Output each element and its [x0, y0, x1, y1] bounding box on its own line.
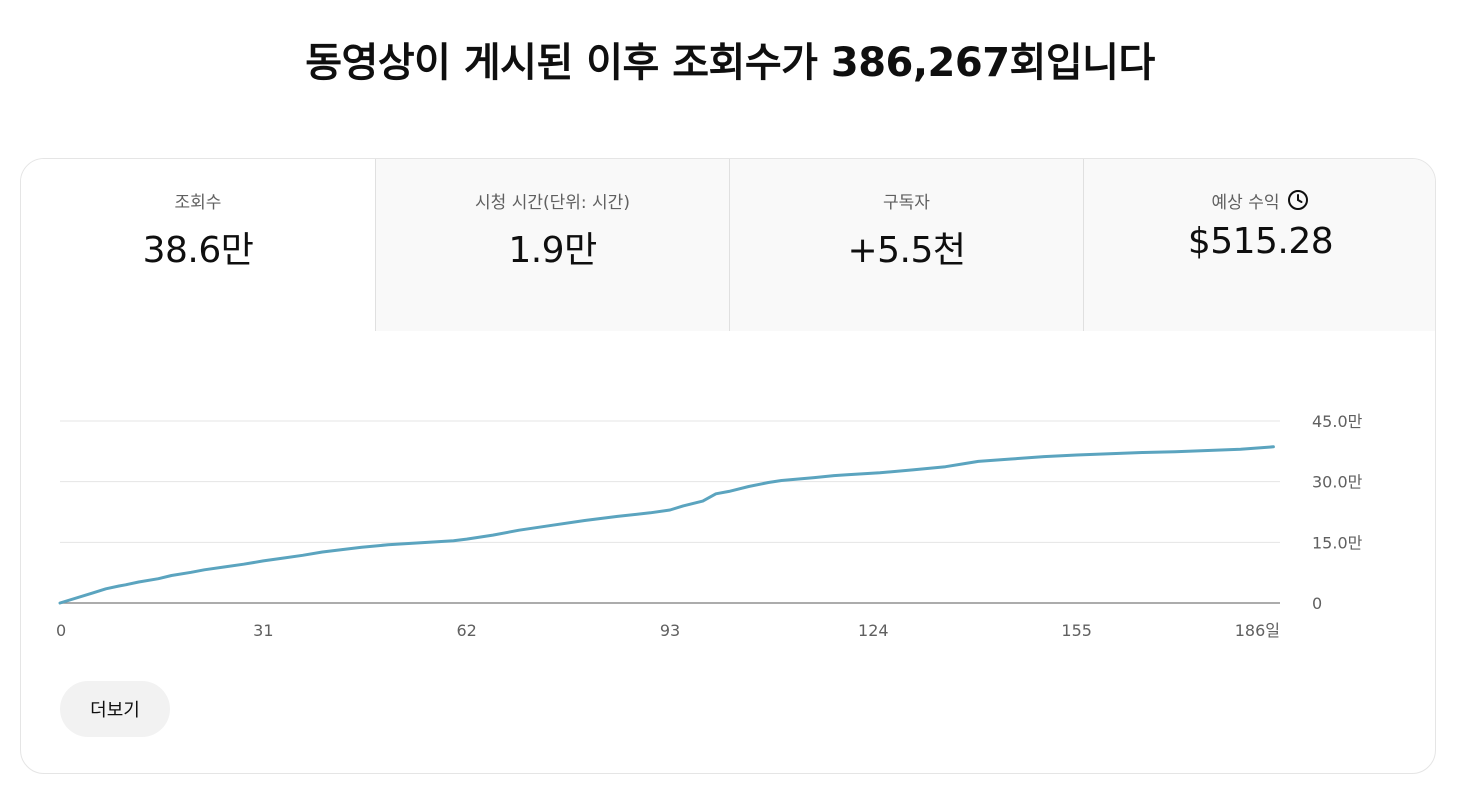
tab-watch-time-label: 시청 시간(단위: 시간) [475, 192, 630, 213]
x-tick-label: 155 [1061, 621, 1092, 640]
x-tick-label: 93 [660, 621, 680, 640]
views-data-point [282, 557, 284, 559]
views-data-point [1043, 455, 1045, 458]
page-title-suffix: 회입니다 [1009, 40, 1156, 86]
page-title-prefix: 동영상이 게시된 이후 조회수가 [305, 40, 831, 86]
views-data-point [91, 592, 94, 594]
views-data-point [944, 465, 947, 468]
views-data-point [813, 476, 816, 479]
tab-views[interactable]: 조회수 38.6만 [21, 159, 375, 331]
views-data-point [964, 462, 966, 465]
views-data-point [1272, 445, 1275, 448]
views-series-line [58, 445, 1275, 605]
y-tick-label: 30.0만 [1312, 473, 1363, 492]
views-data-point [669, 509, 671, 511]
views-chart-svg: 0 15.0만 30.0만 45.0만 0 31 62 93 124 155 186일 [56, 412, 1363, 640]
x-tick-label: 0 [56, 621, 66, 640]
x-tick-label: 186일 [1235, 621, 1280, 640]
tab-watch-time-value: 1.9만 [508, 230, 597, 271]
views-data-point [747, 485, 750, 488]
y-tick-label: 15.0만 [1312, 533, 1363, 552]
page-title: 동영상이 게시된 이후 조회수가 386,267회입니다 [0, 30, 1460, 88]
metrics-card: 조회수 38.6만 시청 시간(단위: 시간) 1.9만 구독자 +5.5천 예… [20, 158, 1436, 774]
views-data-point [321, 551, 324, 553]
views-data-point [583, 519, 586, 522]
clock-icon [1287, 189, 1309, 211]
tab-subscribers[interactable]: 구독자 +5.5천 [729, 159, 1083, 331]
views-data-point [1239, 448, 1242, 451]
views-data-point [170, 574, 173, 577]
views-data-point [341, 548, 343, 551]
views-data-point [846, 473, 848, 476]
views-data-point [105, 588, 107, 590]
tab-views-label: 조회수 [174, 192, 222, 213]
views-data-point [780, 479, 783, 482]
metric-tabs: 조회수 38.6만 시청 시간(단위: 시간) 1.9만 구독자 +5.5천 예… [21, 159, 1435, 331]
views-data-point [492, 534, 494, 536]
views-data-point [242, 563, 245, 565]
y-tick-label: 45.0만 [1312, 412, 1363, 431]
views-data-point [728, 490, 730, 493]
tab-subscribers-value: +5.5천 [847, 230, 966, 271]
views-data-point [879, 471, 881, 474]
x-tick-label: 31 [253, 621, 273, 640]
tab-estimated-revenue-label: 예상 수익 [1211, 192, 1280, 213]
views-data-point [911, 469, 914, 471]
views-data-point [118, 585, 120, 587]
views-data-point [649, 512, 652, 514]
views-data-point [59, 602, 61, 604]
tab-subscribers-label: 구독자 [883, 192, 930, 213]
tab-estimated-revenue[interactable]: 예상 수익 $515.28 [1083, 159, 1435, 331]
tab-estimated-revenue-value: $515.28 [1187, 221, 1334, 262]
views-data-point [419, 541, 422, 544]
views-data-point [518, 529, 520, 531]
y-tick-label: 0 [1312, 594, 1322, 613]
views-data-point [682, 505, 684, 507]
views-data-point [124, 584, 127, 586]
more-button[interactable]: 더보기 [60, 681, 170, 737]
views-data-point [1075, 454, 1078, 456]
tab-watch-time[interactable]: 시청 시간(단위: 시간) 1.9만 [375, 159, 729, 331]
views-data-point [452, 539, 455, 542]
page-title-count: 386,267 [830, 40, 1010, 86]
views-data-point [616, 515, 619, 518]
views-data-point [301, 554, 304, 557]
views-data-point [203, 569, 206, 571]
views-data-point [833, 474, 835, 477]
views-data-point [223, 566, 225, 568]
views-data-point [1207, 449, 1209, 452]
views-data-point [1108, 452, 1111, 455]
x-tick-label: 124 [858, 621, 889, 640]
views-data-point [137, 581, 140, 583]
x-tick-label: 62 [456, 621, 476, 640]
views-data-point [977, 460, 980, 463]
views-data-point [465, 538, 468, 540]
views-data-point [715, 493, 717, 495]
tab-views-value: 38.6만 [142, 230, 254, 271]
views-data-point [360, 546, 363, 548]
views-data-point [262, 560, 265, 562]
views-data-point [1174, 450, 1176, 453]
views-data-point [551, 524, 553, 527]
views-data-point [190, 571, 192, 574]
views-data-point [1141, 451, 1144, 454]
views-data-point [1010, 458, 1012, 460]
views-chart: 0 15.0만 30.0만 45.0만 0 31 62 93 124 155 186일 [21, 331, 1435, 651]
views-data-point [767, 481, 770, 484]
views-data-point [387, 543, 389, 546]
views-data-point [701, 500, 704, 502]
views-data-point [157, 577, 160, 580]
